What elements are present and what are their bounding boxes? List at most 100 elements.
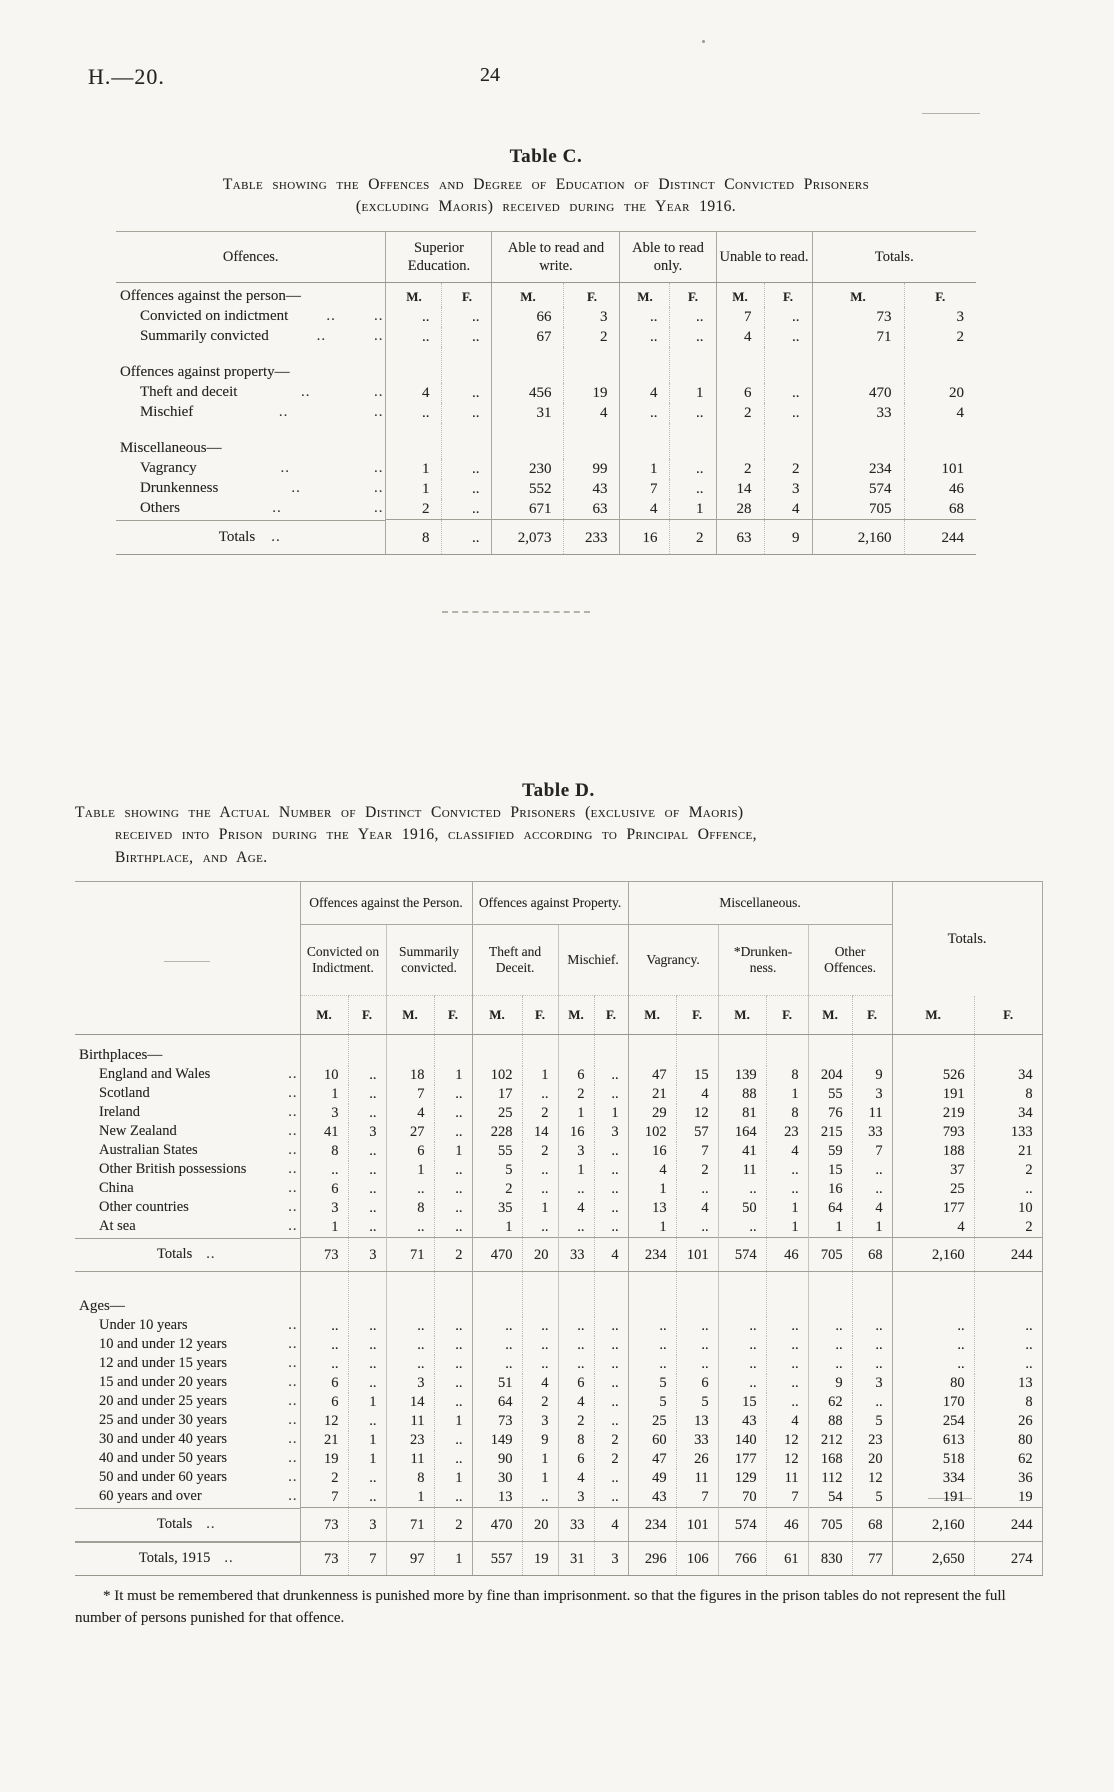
data-cell: .. xyxy=(675,1336,719,1356)
data-cell: .. xyxy=(347,1180,386,1200)
data-cell: .. xyxy=(763,383,813,404)
sub-header: Theft and Deceit. xyxy=(471,924,559,997)
data-cell: 67 xyxy=(491,327,564,348)
data-cell: 1 xyxy=(433,1412,473,1432)
data-cell: .. xyxy=(385,1317,434,1337)
data-cell: 51 xyxy=(471,1374,523,1394)
data-cell: 2 xyxy=(903,327,977,348)
section-heading: Birthplaces— xyxy=(79,1047,163,1064)
mf-header: M. xyxy=(715,282,764,308)
data-cell: 574 xyxy=(811,479,905,500)
row-label: Others.... xyxy=(116,499,386,519)
data-cell: .. xyxy=(347,1199,386,1219)
mf-header: F. xyxy=(765,995,809,1036)
data-cell: .. xyxy=(593,1393,629,1413)
data-cell: .. xyxy=(521,1355,559,1375)
table-row: Others.... 2.. 671 63 4 1 28 4 705 68 xyxy=(116,499,977,520)
data-cell: .. xyxy=(765,1317,809,1337)
data-cell: 215 xyxy=(807,1123,853,1143)
data-cell: 3 xyxy=(521,1412,559,1432)
data-cell: 20 xyxy=(903,383,977,404)
data-cell: 1 xyxy=(593,1104,629,1124)
data-cell: .. xyxy=(433,1336,473,1356)
table-c: Offences. Superior Education. Able to re… xyxy=(115,230,977,556)
data-cell: .. xyxy=(593,1336,629,1356)
empty-cell xyxy=(763,347,813,384)
leader-dots: .. xyxy=(373,460,384,477)
data-cell: 244 xyxy=(973,1237,1043,1273)
data-cell: .. xyxy=(441,307,492,328)
data-cell: 15 xyxy=(675,1066,719,1086)
data-cell: .. xyxy=(557,1355,595,1375)
mf-header: M. xyxy=(891,995,975,1036)
row-label-text: Offences against the person— xyxy=(119,288,301,305)
data-cell: 49 xyxy=(627,1469,677,1489)
row-label-text: Theft and deceit xyxy=(139,384,238,401)
leader-dots: .. xyxy=(288,1066,298,1083)
group-header: Totals. xyxy=(811,230,977,284)
data-cell: 8 xyxy=(973,1393,1043,1413)
data-cell: 11 xyxy=(385,1450,434,1470)
data-cell: 4 xyxy=(627,1161,677,1181)
data-cell: .. xyxy=(441,499,492,520)
data-cell: 13 xyxy=(675,1412,719,1432)
data-cell: 4 xyxy=(715,327,764,348)
data-cell: 133 xyxy=(973,1123,1043,1143)
data-cell: .. xyxy=(521,1488,559,1508)
empty-cell xyxy=(891,1271,975,1318)
totals-row: Totals, 1915.. 73 7 97 1 557 19 31 3 296 106 766 61 8… xyxy=(75,1541,1043,1577)
data-cell: .. xyxy=(347,1488,386,1508)
data-cell: 76 xyxy=(807,1104,853,1124)
page-number: 24 xyxy=(480,64,500,86)
data-cell: 6 xyxy=(557,1374,595,1394)
data-cell: 2,073 xyxy=(491,519,564,556)
row-label-text: 10 and under 12 years xyxy=(99,1336,228,1353)
empty-cell xyxy=(973,1034,1043,1067)
mf-header: F. xyxy=(973,995,1043,1036)
data-cell: 8 xyxy=(385,1469,434,1489)
data-cell: .. xyxy=(891,1317,975,1337)
data-cell: .. xyxy=(521,1161,559,1181)
leader-dots: .. xyxy=(288,1085,298,1102)
row-label-text: Totals, 1915 xyxy=(138,1549,211,1566)
data-cell: 97 xyxy=(385,1541,434,1577)
row-label: Totals.. xyxy=(75,1507,300,1542)
empty-cell xyxy=(347,1034,386,1067)
empty-cell xyxy=(973,1271,1043,1318)
data-cell: 164 xyxy=(717,1123,767,1143)
data-cell: .. xyxy=(593,1374,629,1394)
row-label: 60 years and over.. xyxy=(75,1488,300,1507)
data-cell: 5 xyxy=(851,1412,893,1432)
data-cell: 13 xyxy=(471,1488,523,1508)
table-c-title: Table C. xyxy=(509,146,583,167)
data-cell: 2 xyxy=(563,327,620,348)
data-cell: 574 xyxy=(717,1507,767,1543)
row-label-text: Other British possessions xyxy=(99,1161,247,1178)
leader-dots: .. xyxy=(288,1161,298,1178)
data-cell: .. xyxy=(763,327,813,348)
data-cell: 2 xyxy=(675,1161,719,1181)
mf-header: F. xyxy=(563,282,620,308)
data-cell: .. xyxy=(385,1336,434,1356)
data-cell: 62 xyxy=(973,1450,1043,1470)
data-cell: 1 xyxy=(385,459,442,480)
data-cell: .. xyxy=(675,1355,719,1375)
data-cell: 3 xyxy=(347,1123,386,1143)
data-cell: 2 xyxy=(521,1104,559,1124)
empty-cell xyxy=(347,1271,386,1318)
data-cell: 705 xyxy=(811,499,905,520)
data-cell: 33 xyxy=(811,403,905,424)
data-cell: 2 xyxy=(593,1450,629,1470)
data-cell: 6 xyxy=(557,1066,595,1086)
data-cell: 3 xyxy=(593,1541,629,1577)
data-cell: .. xyxy=(385,1218,434,1238)
data-cell: .. xyxy=(973,1180,1043,1200)
data-cell: 4 xyxy=(593,1237,629,1273)
empty-cell xyxy=(441,423,492,460)
row-label-text: England and Wales xyxy=(99,1066,211,1083)
data-cell: 2 xyxy=(763,459,813,480)
data-cell: .. xyxy=(347,1469,386,1489)
leader-dots: .. xyxy=(291,480,301,497)
sub-header: Vagrancy. xyxy=(627,924,719,997)
data-cell: .. xyxy=(433,1450,473,1470)
